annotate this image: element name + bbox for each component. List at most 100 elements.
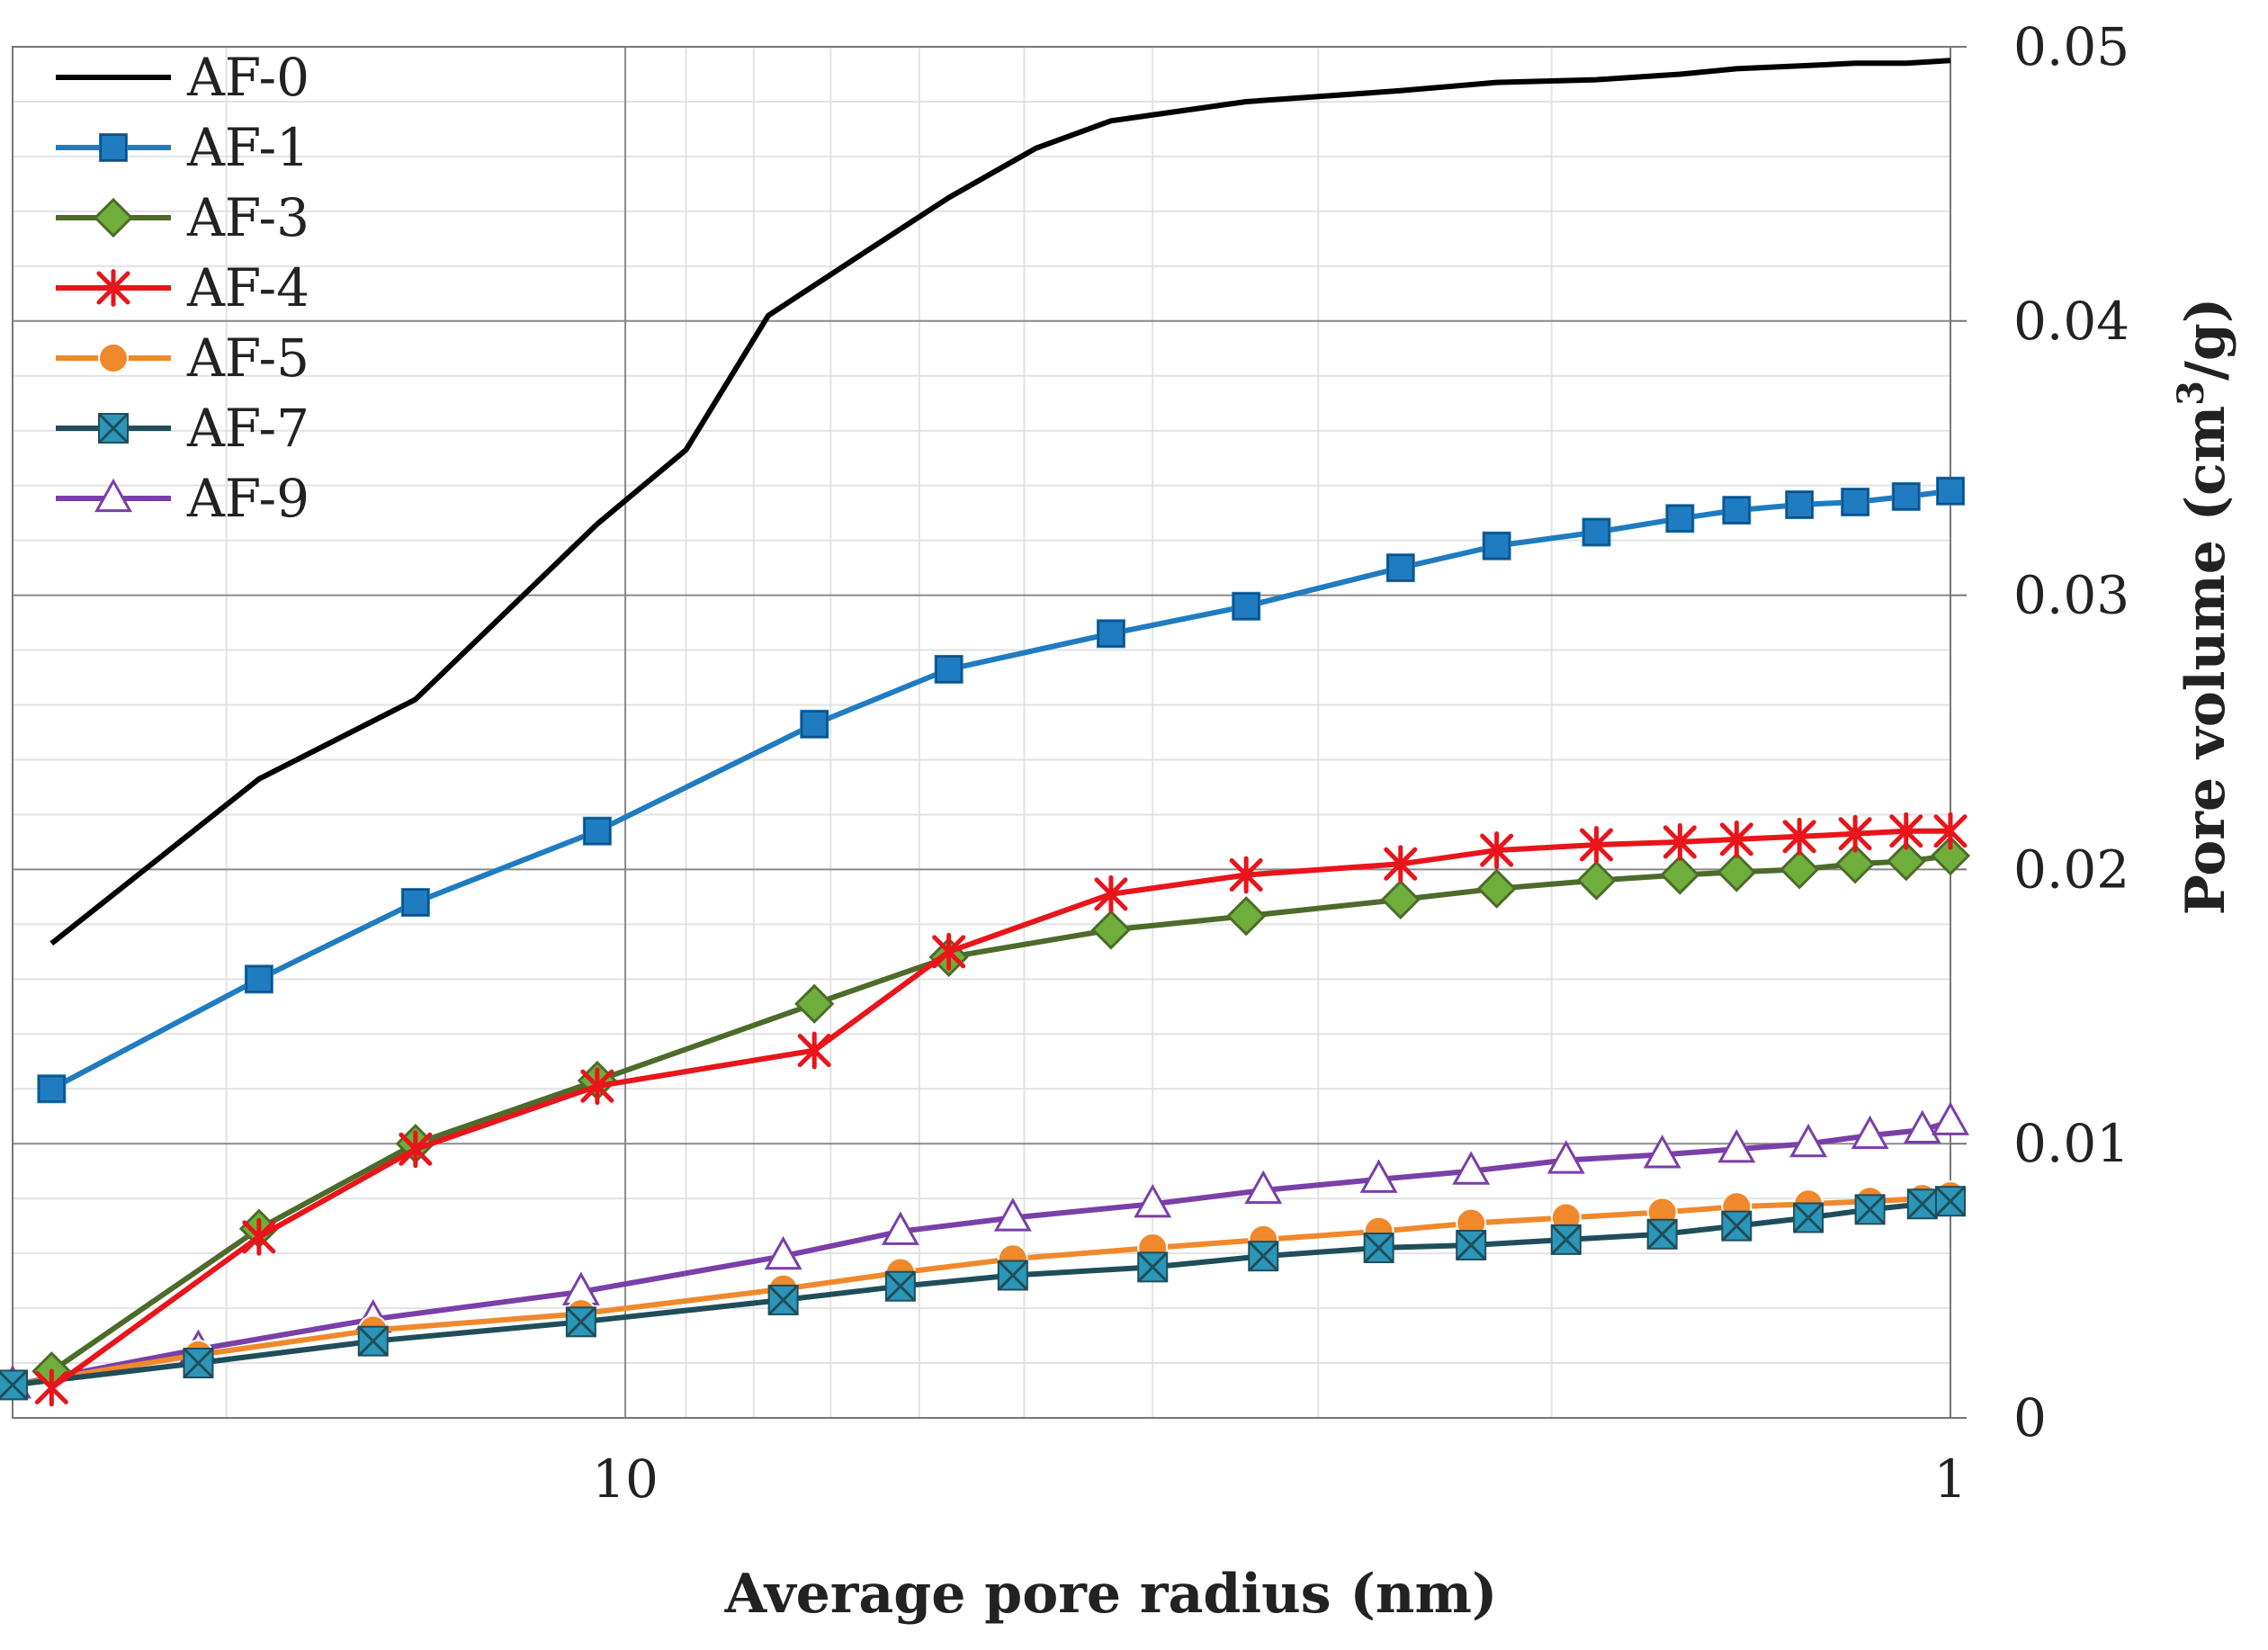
data-point-af-3 [794,983,835,1024]
data-point-af-7 [1550,1224,1582,1255]
square-marker-edge [1386,554,1414,582]
data-point-af-9 [1717,1129,1756,1163]
legend-item-af-9: AF-9 [56,468,309,529]
data-point-af-9 [1359,1159,1398,1193]
data-point-af-1 [400,887,430,917]
legend: AF-0 AF-1 AF-3 AF-4 AF-5 AF-7 AF-9 [56,47,309,529]
data-point-af-1 [1841,487,1870,516]
data-point-af-9 [1546,1140,1585,1174]
data-point-af-1 [1385,553,1415,583]
chart-grid [13,46,1951,1419]
x-tick-label: 1 [1934,1448,1968,1510]
data-point-af-9 [1789,1123,1828,1158]
data-point-af-7 [357,1325,389,1357]
data-point-af-7 [0,1369,29,1401]
x-tick-label: 10 [592,1448,659,1510]
data-point-af-1 [1722,496,1752,525]
data-point-af-9 [764,1235,802,1270]
legend-label: AF-5 [186,327,309,389]
y-axis-title-tail: /g) [2174,298,2237,381]
diamond-marker [93,197,134,238]
series-line-af-1 [49,488,1951,1091]
square-marker-edge [1786,491,1814,519]
data-point-af-4 [1094,874,1128,913]
data-point-af-7 [767,1284,799,1315]
series-line-af-0 [49,58,1951,946]
series-af-1 [37,476,1965,1104]
data-point-af-1 [1936,476,1965,506]
data-point-af-4 [1480,831,1514,869]
series-layer [0,58,1971,1407]
x-axis-title: Average pore radius (nm) [724,1563,1498,1626]
data-point-af-7 [1646,1218,1678,1250]
triangle-marker [94,478,132,513]
series-line-af-4 [49,828,1950,1390]
plot-area-frame [12,46,1951,1419]
y-tick-label: 0.02 [2013,838,2129,900]
xsquare-marker-stroke [565,1306,596,1338]
data-point-af-7 [1721,1210,1753,1242]
data-point-af-7 [1137,1251,1169,1283]
square-marker-edge [1233,592,1260,620]
data-point-af-4 [580,1067,614,1106]
series-af-4 [34,812,1968,1407]
data-point-af-1 [1785,490,1815,520]
xsquare-marker-stroke [884,1270,916,1302]
data-point-af-3 [1476,868,1517,909]
y-axis-title: Pore volume (cm3/g) [2170,298,2238,916]
xsquare-marker-stroke [183,1347,214,1379]
y-axis-title-main: Pore volume (cm [2174,406,2237,915]
data-point-af-1 [1482,531,1511,560]
data-point-af-7 [1456,1229,1487,1261]
data-point-af-1 [1232,591,1261,621]
xsquare-marker-stroke [1550,1224,1582,1255]
data-point-af-4 [1663,823,1697,861]
data-point-af-3 [1226,896,1267,937]
series-af-3 [31,836,1971,1392]
data-point-af-4 [932,932,966,971]
data-point-af-9 [1134,1183,1172,1218]
square-marker-edge [1937,477,1964,505]
square-marker-edge [1582,518,1610,546]
square-marker-edge [1483,532,1511,560]
data-point-af-7 [1248,1241,1279,1272]
data-point-af-3 [1090,910,1132,950]
y-axis-ticks: 0 0.01 0.02 0.03 0.04 0.05 [1950,16,2129,1448]
square-marker-edge [401,888,429,916]
data-point-af-1 [582,816,612,846]
data-point-af-3 [1930,836,1971,876]
data-point-af-4 [1384,845,1418,883]
legend-item-af-1: AF-1 [56,117,309,178]
data-point-af-1 [934,654,964,684]
y-tick-label: 0 [2013,1387,2047,1448]
data-point-af-3 [1886,841,1926,882]
square-marker-edge [1666,505,1694,533]
y-axis-title-sup: 3 [2170,381,2212,406]
legend-item-af-7: AF-7 [56,398,309,459]
data-point-af-7 [565,1306,596,1338]
data-point-af-9 [1643,1134,1681,1169]
star-marker [96,269,130,307]
data-point-af-4 [797,1031,831,1070]
xsquare-marker-stroke [1793,1202,1824,1233]
circle-marker [98,343,129,373]
data-point-af-1 [1096,619,1125,649]
x-axis-ticks: 10 1 [592,1448,1967,1510]
data-point-af-9 [993,1197,1032,1232]
xsquare-marker-stroke [1906,1188,1938,1220]
data-point-af-3 [1660,855,1700,895]
data-point-af-4 [1579,826,1613,864]
series-af-0 [49,58,1951,946]
data-point-af-9 [1244,1170,1283,1205]
y-tick-label: 0.05 [2013,16,2129,77]
legend-label: AF-1 [186,117,309,178]
data-point-af-3 [1380,879,1421,920]
legend-item-af-5: AF-5 [56,327,309,389]
legend-item-af-0: AF-0 [56,47,309,108]
legend-item-af-3: AF-3 [56,187,309,248]
legend-label: AF-4 [186,257,309,318]
xsquare-marker-stroke [0,1369,29,1400]
data-point-af-7 [1906,1188,1938,1220]
data-point-af-3 [1779,849,1820,890]
